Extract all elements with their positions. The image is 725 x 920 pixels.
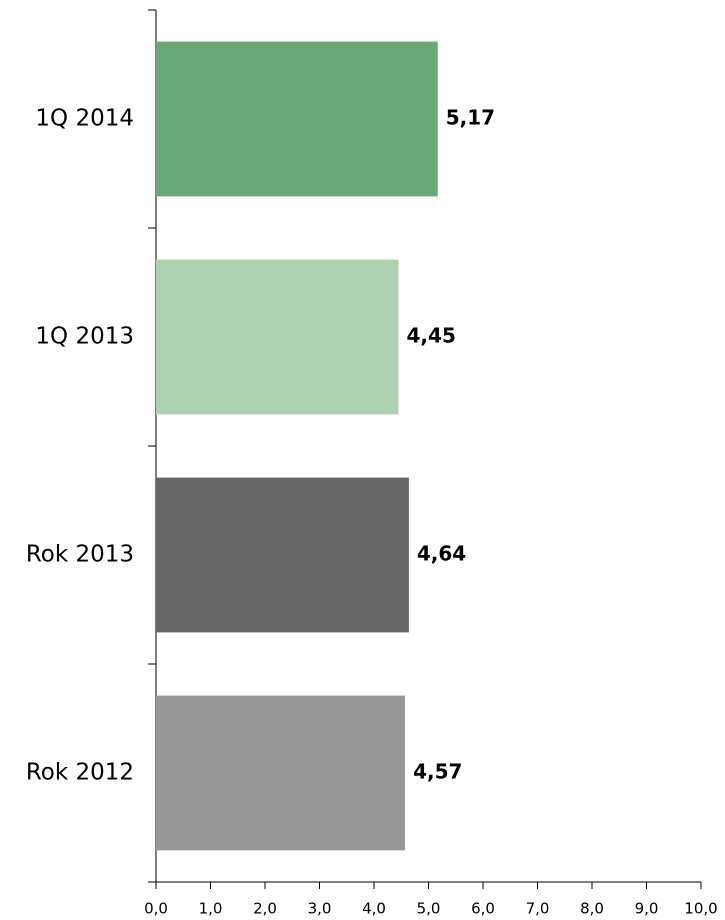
x-tick-label: 6,0: [471, 900, 495, 918]
bar: [156, 695, 406, 851]
bar: [156, 477, 409, 633]
value-label: 4,64: [417, 542, 466, 566]
x-tick-label: 3,0: [308, 900, 332, 918]
y-tick-label: Rok 2013: [26, 542, 134, 568]
y-tick-label: Rok 2012: [26, 760, 134, 786]
value-label: 4,45: [407, 324, 456, 348]
value-label: 5,17: [446, 106, 495, 130]
y-tick-label: 1Q 2013: [35, 324, 134, 350]
value-label: 4,57: [413, 760, 462, 784]
x-tick-label: 5,0: [417, 900, 441, 918]
x-tick-label: 2,0: [253, 900, 277, 918]
x-tick-label: 4,0: [362, 900, 386, 918]
x-tick-label: 10,0: [684, 900, 717, 918]
y-tick-label: 1Q 2014: [35, 106, 134, 132]
bar: [156, 41, 438, 197]
x-tick-label: 1,0: [199, 900, 223, 918]
bar: [156, 259, 399, 415]
x-tick-label: 8,0: [580, 900, 604, 918]
x-tick-label: 7,0: [526, 900, 550, 918]
x-tick-label: 9,0: [635, 900, 659, 918]
x-tick-label: 0,0: [144, 900, 168, 918]
